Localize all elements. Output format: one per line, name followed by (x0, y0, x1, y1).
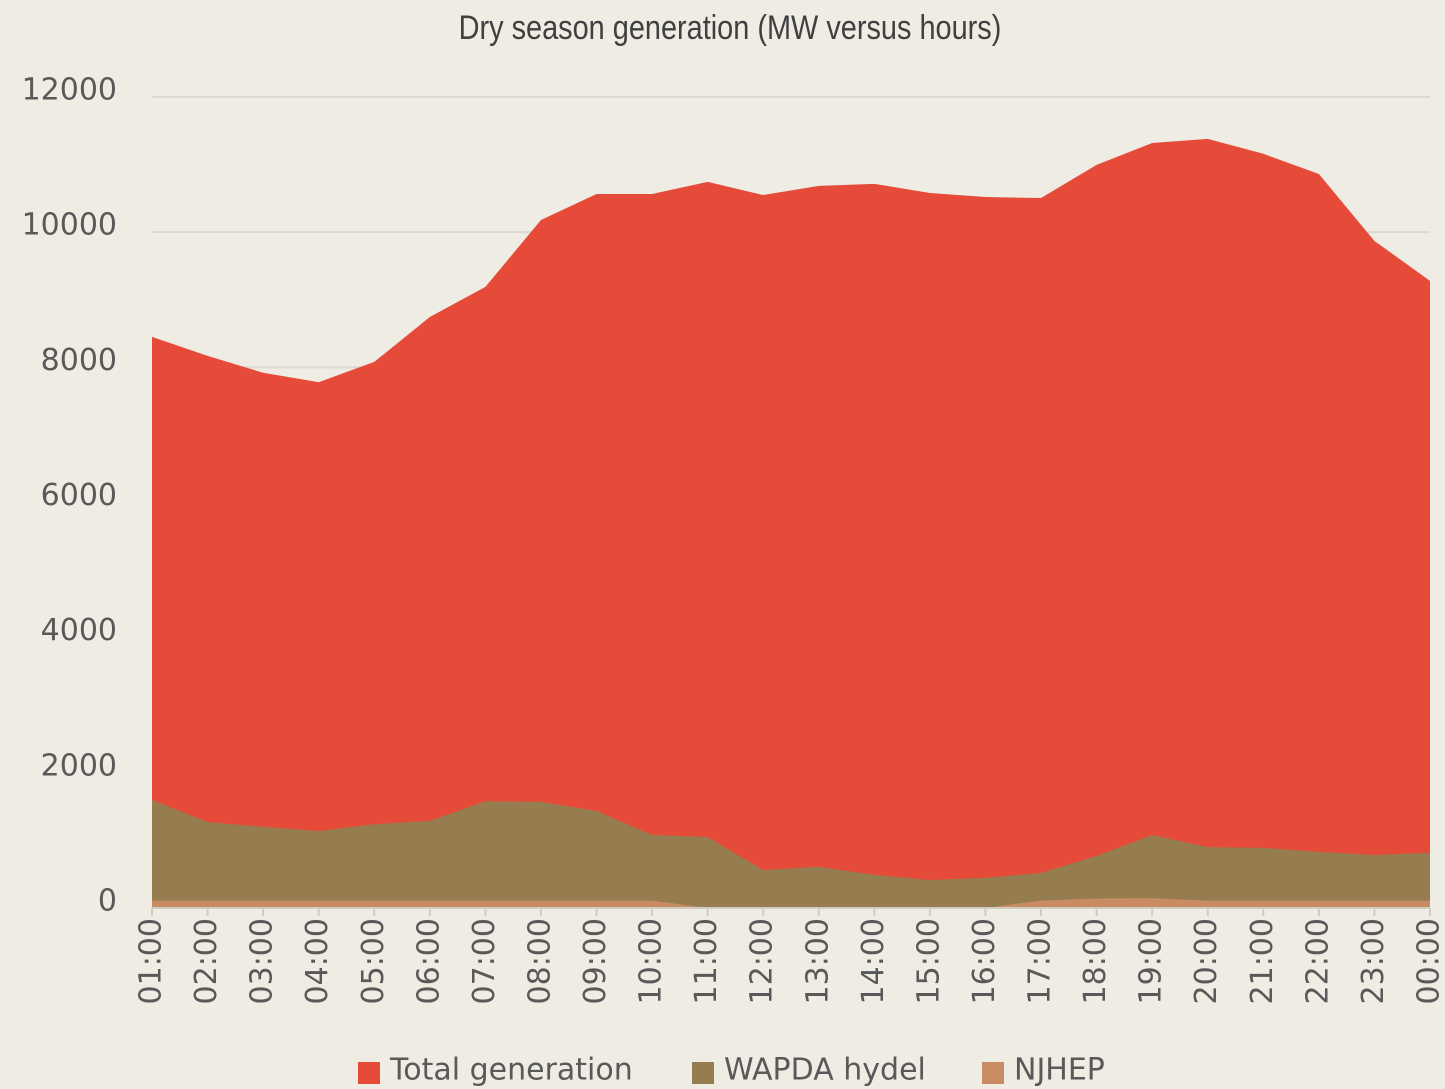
chart-title: Dry season generation (MW versus hours) (459, 8, 1002, 47)
x-tick-label: 02:00 (189, 918, 224, 1004)
legend-swatch (358, 1062, 380, 1084)
x-tick-label: 07:00 (467, 918, 502, 1004)
area (152, 898, 1430, 908)
x-tick-label: 16:00 (967, 918, 1002, 1004)
y-tick-label: 8000 (41, 343, 117, 378)
x-tick-label: 03:00 (245, 918, 280, 1004)
x-tick-label: 23:00 (1356, 918, 1391, 1004)
y-tick-label: 6000 (41, 478, 117, 513)
legend-label: WAPDA hydel (724, 1053, 926, 1088)
x-tick-label: 11:00 (689, 918, 724, 1004)
x-tick-label: 14:00 (856, 918, 891, 1004)
legend-swatch (692, 1062, 714, 1084)
x-tick-label: 18:00 (1078, 918, 1113, 1004)
x-tick-label: 22:00 (1300, 918, 1335, 1004)
x-tick-label: 21:00 (1245, 918, 1280, 1004)
legend-swatch (982, 1062, 1004, 1084)
area (152, 138, 1430, 908)
y-tick-label: 10000 (22, 208, 117, 243)
x-tick-label: 15:00 (911, 918, 946, 1004)
x-tick-label: 04:00 (300, 918, 335, 1004)
area (152, 799, 1430, 908)
x-tick-label: 01:00 (134, 918, 169, 1004)
x-tick-label: 05:00 (356, 918, 391, 1004)
x-tick-label: 20:00 (1189, 918, 1224, 1004)
x-tick-label: 12:00 (745, 918, 780, 1004)
x-tick-label: 10:00 (634, 918, 669, 1004)
x-tick-label: 00:00 (1412, 918, 1445, 1004)
y-tick-label: 12000 (22, 73, 117, 108)
x-tick-label: 06:00 (411, 918, 446, 1004)
x-tick-label: 19:00 (1134, 918, 1169, 1004)
y-tick-label: 2000 (41, 748, 117, 783)
y-tick-label: 4000 (41, 613, 117, 648)
y-tick-label: 0 (98, 884, 117, 919)
legend-label: NJHEP (1014, 1053, 1105, 1088)
legend-label: Total generation (389, 1053, 633, 1088)
x-tick-label: 13:00 (800, 918, 835, 1004)
x-tick-label: 08:00 (522, 918, 557, 1004)
x-tick-label: 09:00 (578, 918, 613, 1004)
x-tick-label: 17:00 (1023, 918, 1058, 1004)
